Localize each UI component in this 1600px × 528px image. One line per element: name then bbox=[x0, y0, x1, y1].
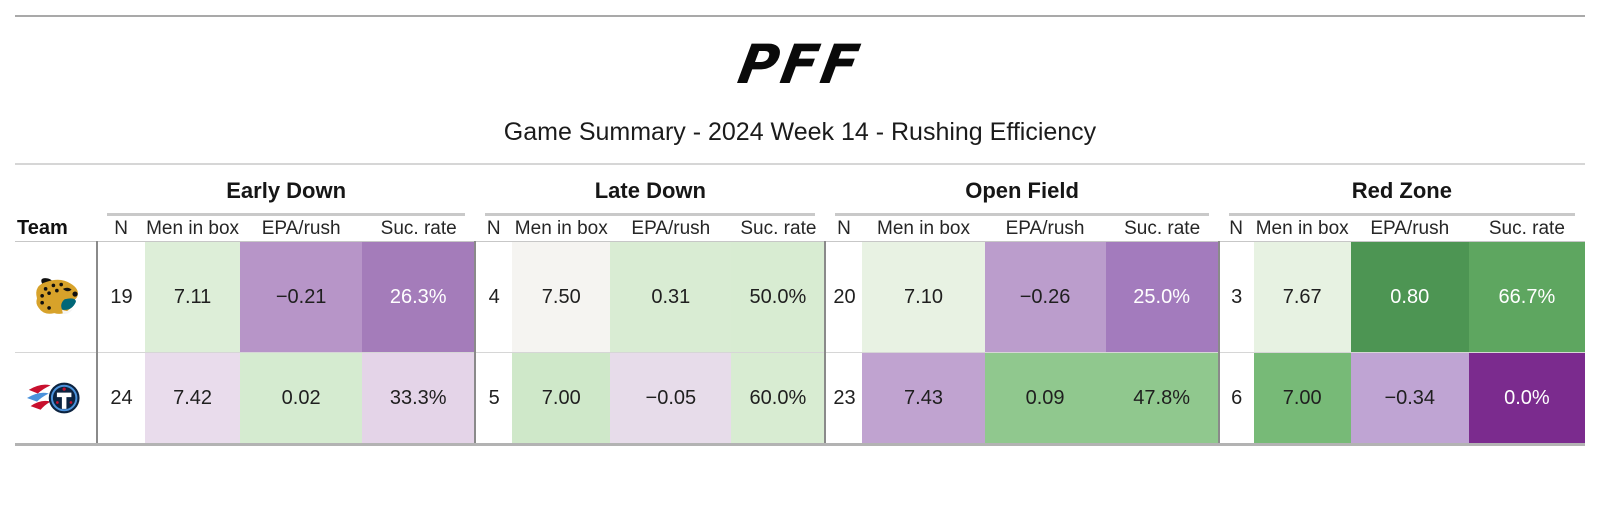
team-logo-cell bbox=[15, 241, 98, 353]
group-label: Early Down bbox=[226, 178, 347, 203]
stat-cell-late-n: 4 bbox=[474, 241, 513, 353]
col-header-suc-rate: Suc. rate bbox=[1468, 216, 1585, 242]
group-underline bbox=[107, 213, 466, 216]
group-header-spacer bbox=[15, 165, 97, 216]
group-early-down: Early Down bbox=[97, 165, 475, 216]
rushing-efficiency-table: Early Down Late Down Open Field Red Zone bbox=[15, 165, 1585, 446]
group-open-field: Open Field bbox=[825, 165, 1218, 216]
stat-cell-open-suc: 47.8% bbox=[1105, 352, 1219, 445]
stat-cell-early-epa: 0.02 bbox=[240, 352, 363, 445]
col-header-men-in-box: Men in box bbox=[1253, 216, 1351, 242]
jaguars-logo-icon bbox=[35, 277, 78, 314]
stat-cell-late-box: 7.50 bbox=[512, 241, 611, 353]
stat-cell-redzone-epa: −0.34 bbox=[1350, 352, 1469, 445]
col-header-men-in-box: Men in box bbox=[512, 216, 611, 242]
stat-cell-open-suc: 25.0% bbox=[1105, 241, 1219, 353]
stat-cell-late-suc: 60.0% bbox=[731, 352, 826, 445]
group-label: Open Field bbox=[965, 178, 1079, 203]
col-header-epa-rush: EPA/rush bbox=[240, 216, 363, 242]
col-header-n: N bbox=[475, 216, 513, 242]
column-header-row: Team N Men in box EPA/rush Suc. rate N M… bbox=[15, 216, 1585, 242]
col-header-n: N bbox=[97, 216, 146, 242]
title-divider bbox=[15, 163, 1585, 165]
pff-logo: PFF bbox=[733, 33, 867, 96]
stat-cell-early-box: 7.42 bbox=[145, 352, 241, 445]
stat-cell-late-n: 5 bbox=[474, 352, 513, 445]
col-header-epa-rush: EPA/rush bbox=[984, 216, 1106, 242]
titans-logo-icon bbox=[26, 382, 80, 414]
group-label: Red Zone bbox=[1351, 178, 1452, 203]
col-header-epa-rush: EPA/rush bbox=[610, 216, 732, 242]
stat-cell-open-epa: −0.26 bbox=[984, 241, 1106, 353]
group-header-row: Early Down Late Down Open Field Red Zone bbox=[15, 165, 1585, 216]
stat-cell-redzone-n: 6 bbox=[1217, 352, 1254, 445]
stat-cell-open-n: 20 bbox=[824, 241, 863, 353]
logo-row: PFF bbox=[0, 33, 1600, 96]
group-underline bbox=[1228, 213, 1575, 216]
stat-cell-redzone-n: 3 bbox=[1217, 241, 1254, 353]
col-header-suc-rate: Suc. rate bbox=[1105, 216, 1219, 242]
stat-cell-late-epa: 0.31 bbox=[610, 241, 732, 353]
stat-cell-redzone-box: 7.67 bbox=[1253, 241, 1351, 353]
page-title: Game Summary - 2024 Week 14 - Rushing Ef… bbox=[503, 118, 1097, 146]
stat-cell-redzone-suc: 0.0% bbox=[1468, 352, 1585, 445]
stat-cell-late-epa: −0.05 bbox=[610, 352, 732, 445]
table-row-titans: 24 7.42 0.02 33.3% 5 7.00 −0.05 60.0% 23… bbox=[15, 352, 1585, 445]
stat-cell-late-suc: 50.0% bbox=[731, 241, 826, 353]
stat-cell-open-epa: 0.09 bbox=[984, 352, 1106, 445]
stat-cell-early-box: 7.11 bbox=[145, 241, 241, 353]
col-header-n: N bbox=[1218, 216, 1254, 242]
stat-cell-redzone-box: 7.00 bbox=[1253, 352, 1351, 445]
group-late-down: Late Down bbox=[475, 165, 825, 216]
stat-cell-early-n: 19 bbox=[96, 241, 146, 353]
group-underline bbox=[485, 213, 816, 216]
stat-cell-redzone-epa: 0.80 bbox=[1350, 241, 1469, 353]
stat-cell-open-n: 23 bbox=[824, 352, 863, 445]
col-header-men-in-box: Men in box bbox=[145, 216, 241, 242]
col-header-epa-rush: EPA/rush bbox=[1350, 216, 1469, 242]
stat-cell-early-n: 24 bbox=[96, 352, 146, 445]
team-column-header: Team bbox=[15, 216, 98, 242]
table-row-jaguars: 19 7.11 −0.21 26.3% 4 7.50 0.31 50.0% 20… bbox=[15, 241, 1585, 353]
col-header-n: N bbox=[825, 216, 863, 242]
stat-cell-early-epa: −0.21 bbox=[240, 241, 363, 353]
top-divider bbox=[15, 15, 1585, 17]
group-label: Late Down bbox=[594, 178, 706, 203]
stat-cell-open-box: 7.10 bbox=[862, 241, 985, 353]
group-red-zone: Red Zone bbox=[1219, 165, 1585, 216]
stat-cell-redzone-suc: 66.7% bbox=[1468, 241, 1585, 353]
col-header-men-in-box: Men in box bbox=[862, 216, 985, 242]
group-underline bbox=[835, 213, 1209, 216]
stat-cell-late-box: 7.00 bbox=[512, 352, 611, 445]
stat-cell-early-suc: 33.3% bbox=[362, 352, 476, 445]
col-header-suc-rate: Suc. rate bbox=[731, 216, 826, 242]
stat-cell-open-box: 7.43 bbox=[862, 352, 985, 445]
col-header-suc-rate: Suc. rate bbox=[362, 216, 476, 242]
stat-cell-early-suc: 26.3% bbox=[362, 241, 476, 353]
team-logo-cell bbox=[15, 353, 97, 445]
